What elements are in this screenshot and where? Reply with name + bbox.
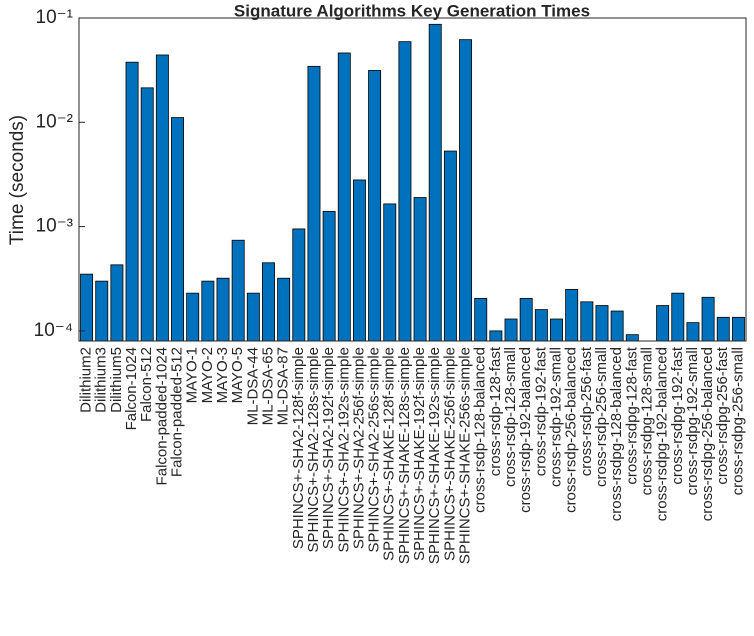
bar xyxy=(262,262,275,342)
x-tick-label: cross-rsdpg-128-small xyxy=(638,347,655,495)
bar xyxy=(322,210,336,342)
x-tick-label: cross-rsdpg-192-small xyxy=(684,347,701,495)
x-tick-label: ML-DSA-44 xyxy=(244,347,261,425)
x-tick-label: cross-rsdp-192-balanced xyxy=(517,347,534,513)
x-tick-label: SPHINCS+-SHAKE-128f-simple xyxy=(381,347,398,561)
bar xyxy=(580,301,594,342)
bar xyxy=(565,288,579,342)
x-tick-label: Dilithium2 xyxy=(78,347,95,413)
y-tick-label: 10⁻¹ xyxy=(36,7,74,28)
x-tick-label: cross-rsdpg-192-balanced xyxy=(654,347,671,521)
x-tick-label: cross-rsdpg-256-balanced xyxy=(699,347,716,521)
x-tick-label: SPHINCS+-SHA2-192f-simple xyxy=(320,347,337,549)
x-tick-label: Dilithium5 xyxy=(108,347,125,413)
x-tick-label: cross-rsdp-128-fast xyxy=(487,346,504,476)
bar xyxy=(110,264,124,342)
y-tick-label: 10⁻⁴ xyxy=(34,320,73,341)
bar xyxy=(459,39,473,342)
bar xyxy=(140,87,154,342)
bar xyxy=(656,305,670,342)
x-tick-label: MAYO-1 xyxy=(184,347,201,403)
x-tick-label: cross-rsdp-256-fast xyxy=(578,346,595,476)
bar xyxy=(701,296,715,342)
bar xyxy=(625,334,639,342)
x-tick-label: cross-rsdp-192-fast xyxy=(532,346,549,476)
bar xyxy=(95,280,109,342)
x-tick-label: Falcon-padded-1024 xyxy=(153,347,170,485)
bar xyxy=(474,297,488,342)
x-tick-label: ML-DSA-87 xyxy=(275,347,292,425)
x-tick-label: cross-rsdpg-256-fast xyxy=(714,346,731,484)
x-tick-label: SPHINCS+-SHA2-256s-simple xyxy=(366,347,383,552)
x-tick-label: SPHINCS+-SHAKE-256s-simple xyxy=(457,347,474,564)
x-tick-label: Dilithium3 xyxy=(93,347,110,413)
x-tick-label: cross-rsdp-256-small xyxy=(593,347,610,487)
x-tick-label: Falcon-1024 xyxy=(123,347,140,430)
bar xyxy=(216,277,230,342)
x-tick-label: Falcon-512 xyxy=(138,347,155,422)
bar xyxy=(595,305,609,342)
x-tick-label: ML-DSA-65 xyxy=(259,347,276,425)
x-tick-label: Falcon-padded-512 xyxy=(169,347,186,477)
bar xyxy=(171,117,184,342)
plot-frame xyxy=(78,17,747,342)
bar xyxy=(550,318,563,342)
x-tick-label: SPHINCS+-SHAKE-192s-simple xyxy=(426,347,443,564)
bar xyxy=(610,310,624,342)
bar xyxy=(155,54,169,342)
bar xyxy=(398,41,412,342)
bar xyxy=(201,280,215,342)
x-tick-label: cross-rsdp-128-small xyxy=(502,347,519,487)
x-tick-label: SPHINCS+-SHA2-192s-simple xyxy=(335,347,352,552)
x-tick-label: SPHINCS+-SHAKE-128s-simple xyxy=(396,347,413,564)
x-tick-label: cross-rsdpg-128-balanced xyxy=(608,347,625,521)
bar xyxy=(716,316,730,342)
x-tick-label: cross-rsdp-128-balanced xyxy=(472,347,489,513)
bar xyxy=(686,322,700,342)
y-tick-label: 10⁻² xyxy=(36,111,74,132)
x-tick-label: cross-rsdpg-128-fast xyxy=(623,346,640,484)
x-tick-label: cross-rsdp-256-balanced xyxy=(563,347,580,513)
bar xyxy=(277,277,291,342)
bar xyxy=(383,203,397,342)
y-axis-label: Time (seconds) xyxy=(7,115,28,245)
bar xyxy=(731,316,745,342)
bar xyxy=(307,65,321,342)
bar xyxy=(413,197,427,342)
x-tick-label: SPHINCS+-SHA2-128s-simple xyxy=(305,347,322,552)
bar xyxy=(671,292,685,342)
x-tick-label: SPHINCS+-SHAKE-192f-simple xyxy=(411,347,428,561)
x-tick-label: MAYO-3 xyxy=(214,347,231,403)
bar xyxy=(292,228,306,342)
bar xyxy=(352,179,366,342)
x-tick-label: SPHINCS+-SHA2-128f-simple xyxy=(290,347,307,549)
x-tick-label: MAYO-2 xyxy=(199,347,216,403)
bar xyxy=(428,23,442,342)
bar xyxy=(489,330,503,342)
x-tick-label: SPHINCS+-SHAKE-256f-simple xyxy=(441,347,458,561)
bar xyxy=(337,52,351,342)
x-tick-label: cross-rsdpg-192-fast xyxy=(669,346,686,484)
x-tick-label: MAYO-5 xyxy=(229,347,246,403)
bar xyxy=(534,309,548,342)
bar xyxy=(368,70,382,342)
bar xyxy=(443,150,457,342)
bar xyxy=(125,61,139,342)
chart-title: Signature Algorithms Key Generation Time… xyxy=(234,1,590,20)
bar xyxy=(186,292,200,342)
bar xyxy=(246,292,260,342)
x-tick-label: cross-rsdp-192-small xyxy=(547,347,564,487)
bar xyxy=(231,239,245,342)
y-tick-label: 10⁻³ xyxy=(36,216,74,237)
bar xyxy=(519,297,533,342)
x-tick-label: cross-rsdpg-256-small xyxy=(729,347,746,495)
bar xyxy=(504,318,518,342)
x-tick-label: SPHINCS+-SHA2-256f-simple xyxy=(350,347,367,549)
